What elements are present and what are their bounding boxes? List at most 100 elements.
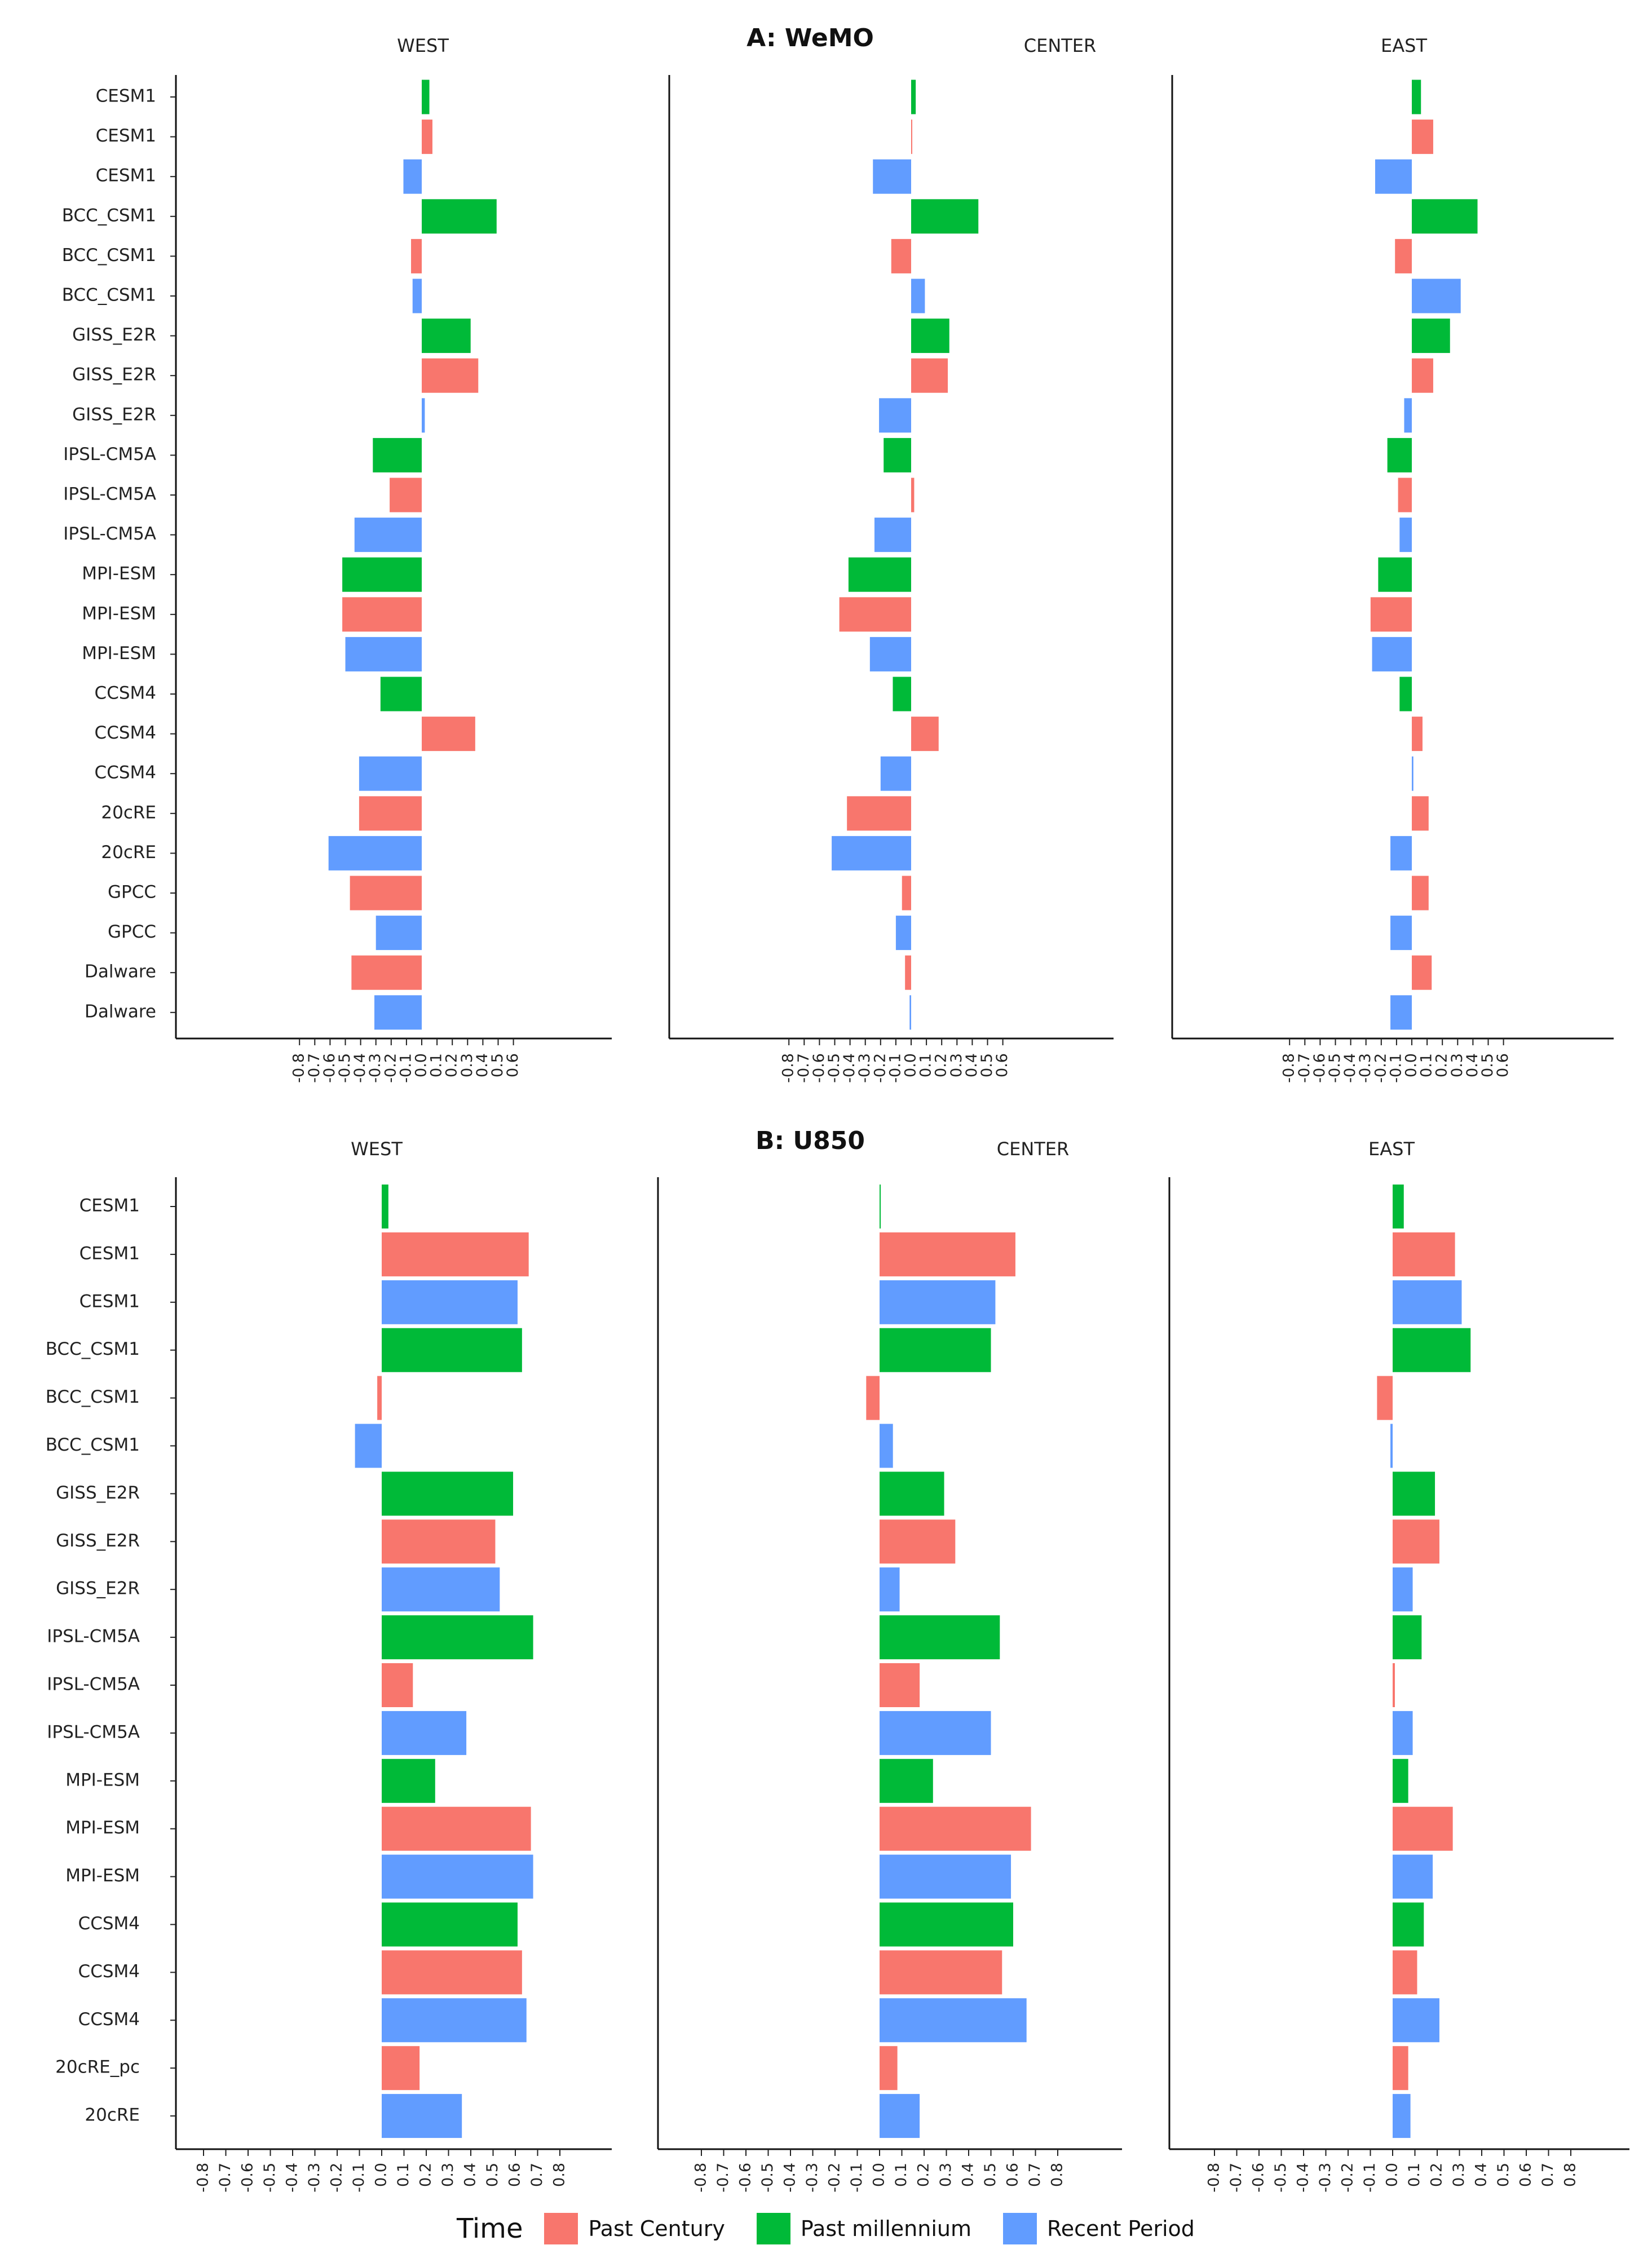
bar-wemo-east-13 — [1370, 597, 1412, 632]
bar-wemo-east-5 — [1412, 279, 1461, 313]
bar-u850-center-4 — [866, 1376, 880, 1420]
y-tick-label-wemo-12: MPI-ESM — [82, 564, 156, 584]
bar-wemo-west-14 — [345, 637, 422, 671]
x-tick-label-u850-east-3: -0.5 — [1272, 2163, 1289, 2193]
y-tick-label-u850-11: IPSL-CM5A — [47, 1722, 140, 1742]
y-tick-label-u850-4: BCC_CSM1 — [46, 1387, 140, 1407]
bar-wemo-center-8 — [879, 398, 911, 433]
bar-u850-east-0 — [1393, 1185, 1404, 1228]
bar-u850-west-6 — [382, 1471, 514, 1516]
x-tick-label-wemo-center-8: 0.0 — [902, 1053, 920, 1077]
x-tick-label-u850-east-7: -0.1 — [1361, 2163, 1379, 2193]
x-tick-label-u850-center-11: 0.3 — [937, 2163, 955, 2187]
x-tick-label-u850-center-2: -0.6 — [737, 2163, 754, 2193]
y-tick-label-wemo-6: GISS_E2R — [72, 325, 156, 345]
x-tick-label-u850-center-15: 0.7 — [1026, 2163, 1044, 2187]
y-tick-label-wemo-14: MPI-ESM — [82, 643, 156, 664]
y-tick-label-u850-3: BCC_CSM1 — [46, 1339, 140, 1359]
bar-wemo-east-3 — [1412, 199, 1478, 234]
chart-title-wemo: A: WeMO — [747, 24, 874, 52]
bar-u850-center-10 — [880, 1663, 920, 1707]
x-tick-label-wemo-west-14: 0.6 — [504, 1053, 522, 1077]
x-tick-label-wemo-west-13: 0.5 — [489, 1053, 506, 1077]
bar-wemo-center-10 — [911, 478, 915, 512]
x-tick-label-u850-west-16: 0.8 — [551, 2163, 568, 2187]
x-tick-label-u850-west-7: -0.1 — [350, 2163, 368, 2193]
bar-u850-east-6 — [1393, 1471, 1435, 1516]
bar-u850-west-14 — [382, 1854, 533, 1899]
bar-wemo-center-12 — [848, 557, 911, 592]
bar-u850-west-3 — [382, 1328, 522, 1372]
bar-wemo-west-3 — [422, 199, 497, 234]
bar-u850-east-14 — [1393, 1854, 1433, 1899]
bar-u850-center-16 — [880, 1950, 1002, 1995]
bar-u850-east-8 — [1393, 1567, 1413, 1612]
y-tick-label-u850-2: CESM1 — [79, 1291, 140, 1311]
x-tick-label-u850-west-0: -0.8 — [195, 2163, 212, 2193]
bar-u850-center-11 — [880, 1711, 991, 1755]
x-tick-label-wemo-east-0: -0.8 — [1280, 1053, 1298, 1083]
bar-wemo-west-5 — [412, 279, 422, 313]
x-tick-label-u850-center-4: -0.4 — [781, 2163, 799, 2193]
bar-wemo-center-21 — [895, 916, 911, 951]
x-tick-label-u850-center-1: -0.7 — [714, 2163, 732, 2193]
bar-u850-center-6 — [880, 1471, 944, 1516]
bar-u850-east-7 — [1393, 1519, 1439, 1564]
bar-wemo-west-13 — [342, 597, 422, 632]
bar-u850-west-11 — [382, 1711, 467, 1755]
x-tick-label-u850-west-10: 0.2 — [417, 2163, 435, 2187]
bar-wemo-east-8 — [1404, 398, 1412, 433]
x-tick-label-u850-center-7: -0.1 — [848, 2163, 865, 2193]
panel-title-wemo-west: WEST — [397, 35, 449, 56]
x-tick-label-u850-east-10: 0.2 — [1428, 2163, 1446, 2187]
bar-u850-center-8 — [880, 1567, 900, 1612]
bar-wemo-center-16 — [911, 717, 939, 752]
bar-u850-east-9 — [1393, 1615, 1422, 1660]
bar-wemo-west-0 — [422, 79, 430, 114]
bar-u850-west-16 — [382, 1950, 522, 1995]
bar-wemo-west-1 — [422, 120, 432, 154]
bar-wemo-center-18 — [847, 796, 911, 831]
x-tick-label-wemo-center-5: -0.3 — [856, 1053, 873, 1083]
legend-swatch-recent-period — [1003, 2213, 1037, 2244]
bar-u850-east-11 — [1393, 1711, 1413, 1755]
x-tick-label-wemo-east-12: 0.4 — [1464, 1053, 1481, 1077]
bar-wemo-west-6 — [422, 319, 471, 353]
bar-wemo-center-7 — [911, 358, 948, 393]
y-tick-label-wemo-18: 20cRE — [101, 802, 156, 823]
x-tick-label-wemo-east-11: 0.3 — [1448, 1053, 1466, 1077]
x-tick-label-u850-east-16: 0.8 — [1562, 2163, 1579, 2187]
x-tick-label-u850-east-4: -0.4 — [1295, 2163, 1312, 2193]
x-tick-label-wemo-west-7: -0.1 — [397, 1053, 414, 1083]
bar-u850-center-13 — [880, 1806, 1031, 1851]
y-tick-label-u850-5: BCC_CSM1 — [46, 1435, 140, 1455]
bar-u850-west-13 — [382, 1806, 531, 1851]
bar-u850-east-3 — [1393, 1328, 1471, 1372]
x-tick-label-wemo-east-10: 0.2 — [1433, 1053, 1451, 1077]
y-tick-label-wemo-19: 20cRE — [101, 842, 156, 863]
x-tick-label-wemo-east-14: 0.6 — [1494, 1053, 1512, 1077]
x-tick-label-wemo-center-11: 0.3 — [948, 1053, 965, 1077]
bar-u850-center-18 — [880, 2046, 898, 2091]
bar-wemo-west-20 — [350, 876, 422, 911]
bar-wemo-center-17 — [880, 756, 911, 791]
x-tick-label-u850-center-3: -0.5 — [759, 2163, 776, 2193]
x-tick-label-wemo-west-3: -0.5 — [336, 1053, 354, 1083]
x-tick-label-u850-center-16: 0.8 — [1049, 2163, 1066, 2187]
x-tick-label-wemo-west-9: 0.1 — [428, 1053, 445, 1077]
bar-u850-center-14 — [880, 1854, 1011, 1899]
x-tick-label-wemo-center-2: -0.6 — [810, 1053, 828, 1083]
y-tick-label-wemo-0: CESM1 — [96, 86, 156, 107]
y-tick-label-u850-18: 20cRE_pc — [55, 2057, 140, 2078]
bar-u850-east-13 — [1393, 1806, 1453, 1851]
y-tick-label-wemo-13: MPI-ESM — [82, 603, 156, 624]
x-tick-label-wemo-center-13: 0.5 — [978, 1053, 996, 1077]
bar-wemo-east-17 — [1412, 756, 1414, 791]
x-tick-label-wemo-east-4: -0.4 — [1341, 1053, 1359, 1083]
y-tick-label-wemo-17: CCSM4 — [95, 763, 156, 783]
bar-wemo-west-7 — [422, 358, 479, 393]
bar-u850-center-15 — [880, 1902, 1013, 1947]
x-tick-label-u850-west-6: -0.2 — [328, 2163, 346, 2193]
x-tick-label-u850-west-9: 0.1 — [395, 2163, 412, 2187]
x-tick-label-wemo-center-0: -0.8 — [780, 1053, 797, 1083]
